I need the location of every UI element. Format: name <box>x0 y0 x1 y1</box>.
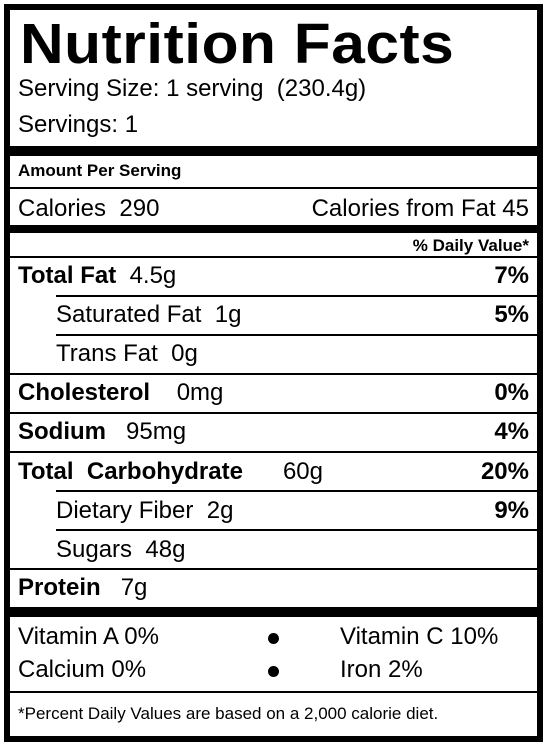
nutrient-row-total-carbohydrate: Total Carbohydrate 60g 20% <box>18 455 529 489</box>
nutrient-daily-value: 5% <box>494 301 529 328</box>
divider <box>10 412 537 414</box>
label-title: Nutrition Facts <box>20 12 455 76</box>
nutrient-row-sugars: Sugars 48g <box>18 533 529 567</box>
divider <box>10 691 537 693</box>
divider <box>10 187 537 189</box>
nutrient-daily-value: 0% <box>494 379 529 406</box>
nutrient-row-dietary-fiber: Dietary Fiber 2g 9% <box>18 494 529 528</box>
calories-from-fat: Calories from Fat 45 <box>311 195 529 222</box>
nutrient-label: Total Fat <box>18 262 117 289</box>
nutrient-row-sodium: Sodium 95mg 4% <box>18 415 529 449</box>
divider <box>10 373 537 375</box>
divider <box>10 256 537 258</box>
bullet-icon <box>268 666 279 677</box>
divider <box>56 295 537 297</box>
divider-thick <box>10 146 537 156</box>
calcium: Calcium 0% <box>18 656 147 683</box>
nutrient-label: Cholesterol <box>18 379 151 406</box>
nutrient-amount: 7g <box>120 574 148 601</box>
nutrition-facts-label: Nutrition Facts Serving Size: 1 serving … <box>4 4 543 742</box>
vitamin-c: Vitamin C 10% <box>340 623 499 650</box>
nutrient-row-total-fat: Total Fat 4.5g 7% <box>18 259 529 293</box>
daily-value-header: % Daily Value* <box>412 236 529 255</box>
calories-row: Calories 290 Calories from Fat 45 <box>18 193 529 225</box>
calories: Calories 290 <box>18 195 160 222</box>
nutrient-label: Saturated Fat <box>56 301 202 328</box>
nutrient-row-trans-fat: Trans Fat 0g <box>18 337 529 371</box>
label-content: Nutrition Facts Serving Size: 1 serving … <box>10 10 537 736</box>
nutrient-amount: 1g <box>214 301 242 328</box>
nutrient-label: Dietary Fiber <box>56 497 194 524</box>
nutrient-label: Total Carbohydrate <box>18 458 243 485</box>
nutrient-daily-value: 7% <box>494 262 529 289</box>
divider <box>10 568 537 570</box>
nutrient-label: Sodium <box>18 418 106 445</box>
divider <box>56 529 537 531</box>
bullet-icon <box>268 633 279 644</box>
nutrient-row-saturated-fat: Saturated Fat 1g 5% <box>18 298 529 332</box>
nutrient-label: Protein <box>18 574 101 601</box>
nutrient-amount: 0g <box>171 340 198 367</box>
servings-per-container: Servings: 1 <box>18 111 139 138</box>
serving-size: Serving Size: 1 serving (230.4g) <box>18 75 367 102</box>
divider-medium <box>10 225 537 233</box>
amount-per-serving: Amount Per Serving <box>18 161 182 180</box>
divider-thick <box>10 607 537 617</box>
nutrient-row-cholesterol: Cholesterol 0mg 0% <box>18 376 529 410</box>
nutrient-amount: 2g <box>206 497 234 524</box>
nutrient-label: Sugars <box>56 536 133 563</box>
nutrient-daily-value: 4% <box>494 418 529 445</box>
nutrient-amount: 48g <box>145 536 186 563</box>
nutrient-daily-value: 9% <box>494 497 529 524</box>
nutrient-amount: 60g <box>282 458 323 485</box>
iron: Iron 2% <box>340 656 423 683</box>
divider <box>56 490 537 492</box>
nutrient-daily-value: 20% <box>480 458 529 485</box>
nutrient-amount: 95mg <box>126 418 187 445</box>
nutrient-amount: 0mg <box>176 379 224 406</box>
nutrient-row-protein: Protein 7g <box>18 571 529 605</box>
vitamin-a: Vitamin A 0% <box>18 623 159 650</box>
divider <box>56 334 537 336</box>
nutrient-amount: 4.5g <box>129 262 177 289</box>
daily-value-footnote: *Percent Daily Values are based on a 2,0… <box>18 704 439 723</box>
divider <box>10 451 537 453</box>
nutrient-label: Trans Fat <box>56 340 158 367</box>
